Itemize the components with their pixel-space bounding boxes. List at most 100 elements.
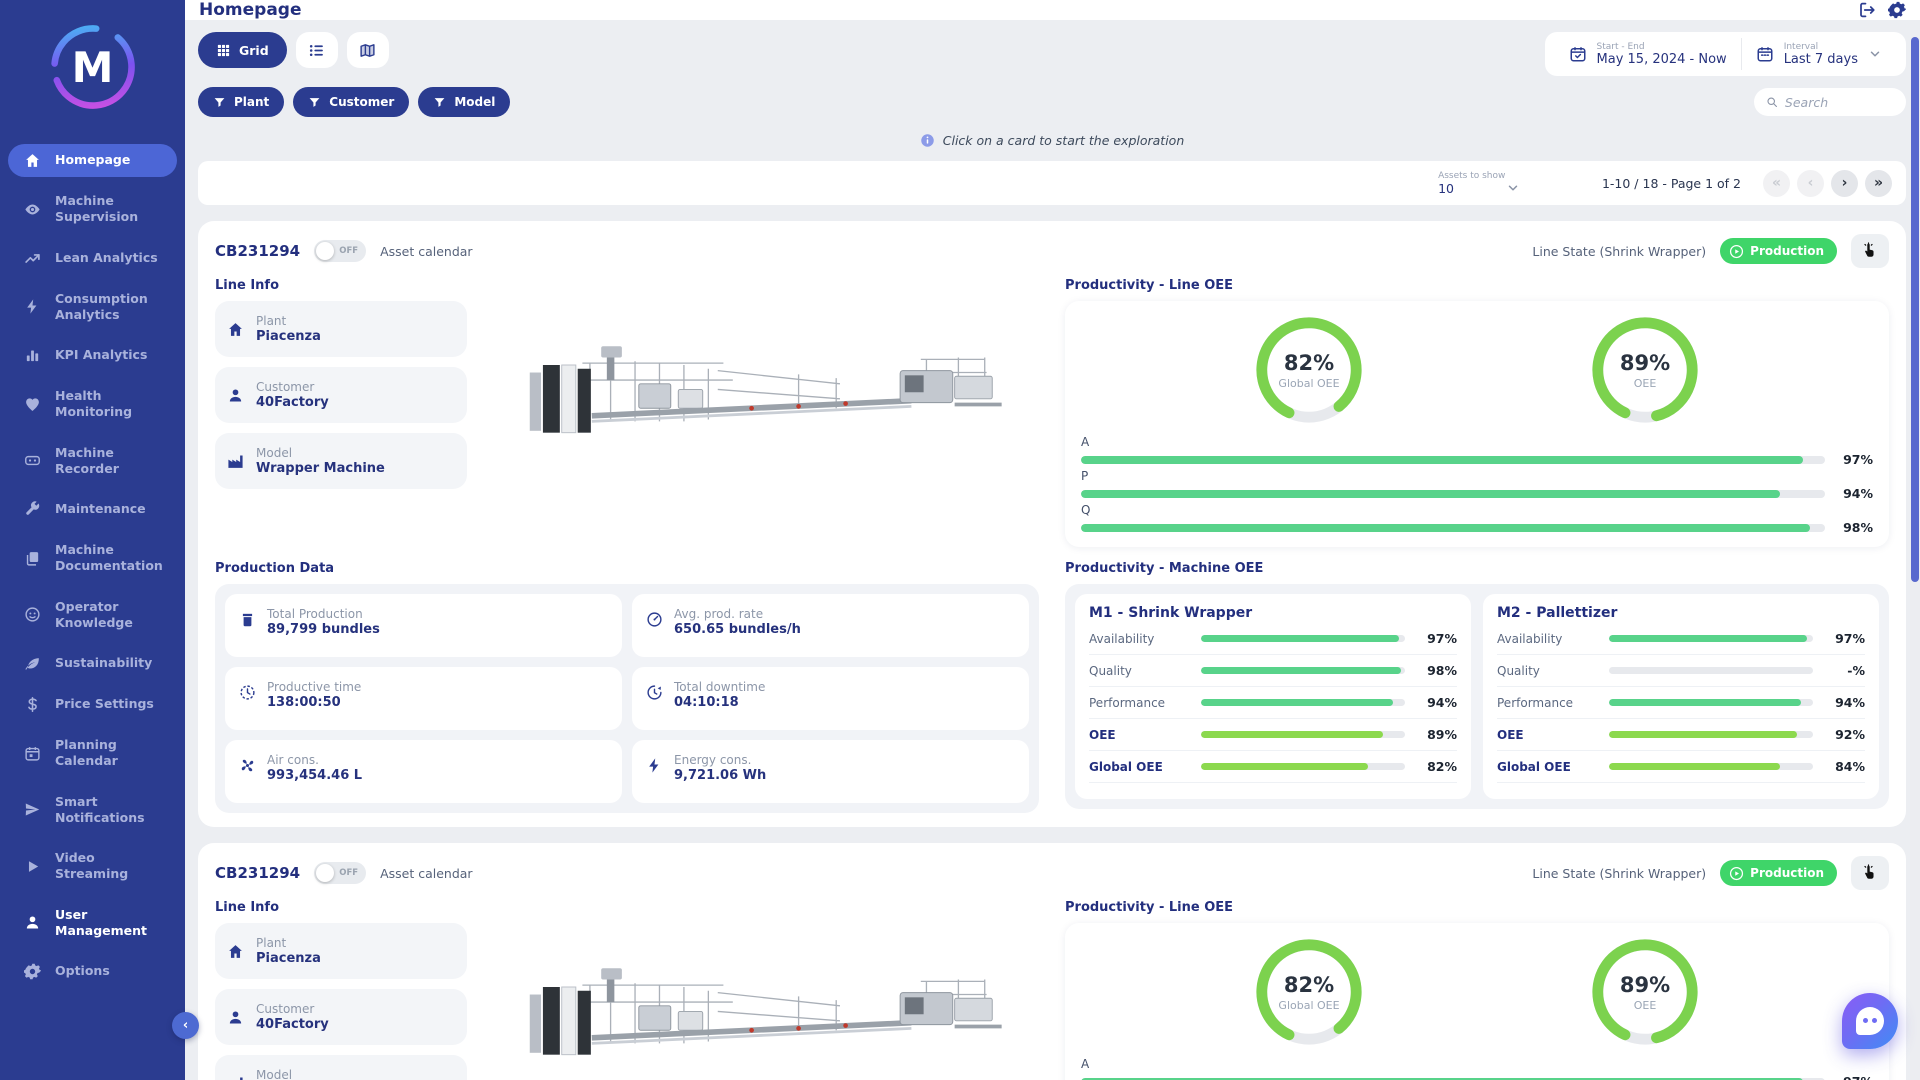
sidebar-collapse-button[interactable]: ‹ bbox=[172, 1012, 199, 1039]
play-icon bbox=[24, 858, 41, 875]
start-end-select[interactable]: Start - End May 15, 2024 - Now bbox=[1555, 32, 1741, 76]
filter-model-button[interactable]: Model bbox=[418, 87, 511, 117]
asset-calendar-toggle[interactable]: OFF bbox=[314, 240, 367, 262]
sidebar-item-operator-knowledge[interactable]: Operator Knowledge bbox=[8, 591, 177, 640]
machine-metric-value: -% bbox=[1847, 663, 1865, 678]
sidebar-item-maintenance[interactable]: Maintenance bbox=[8, 493, 177, 526]
bar-percent: 97% bbox=[1843, 452, 1873, 467]
bar-track bbox=[1081, 455, 1825, 464]
stat-value: 993,454.46 L bbox=[267, 768, 363, 783]
factory-icon bbox=[227, 1075, 244, 1080]
filter-bar: Plant Customer Model bbox=[198, 87, 511, 117]
sidebar-item-user-management[interactable]: User Management bbox=[8, 899, 177, 948]
filter-funnel-icon bbox=[433, 96, 446, 109]
asset-card[interactable]: CB231294 OFF Asset calendar Line State (… bbox=[198, 843, 1906, 1080]
scrollbar-track[interactable] bbox=[1910, 37, 1920, 1080]
sidebar-item-machine-supervision[interactable]: Machine Supervision bbox=[8, 185, 177, 234]
nav-item-label: Homepage bbox=[55, 152, 131, 168]
machine-metric-label: OEE bbox=[1497, 727, 1524, 742]
pagination-buttons: «‹ ›» bbox=[1763, 169, 1892, 197]
next-page-button[interactable]: › bbox=[1831, 169, 1858, 197]
production-data-title: Production Data bbox=[215, 561, 335, 576]
sidebar-item-sustainability[interactable]: Sustainability bbox=[8, 647, 177, 680]
filter-customer-button[interactable]: Customer bbox=[293, 87, 410, 117]
page-size-select[interactable]: 10 bbox=[1438, 181, 1520, 196]
asset-calendar-toggle[interactable]: OFF bbox=[314, 862, 367, 884]
line-info-value: Piacenza bbox=[256, 329, 321, 344]
machine-metric-label: Global OEE bbox=[1497, 759, 1571, 774]
asset-calendar-label: Asset calendar bbox=[380, 865, 473, 881]
first-page-button[interactable]: « bbox=[1763, 169, 1790, 197]
sidebar-item-machine-recorder[interactable]: Machine Recorder bbox=[8, 437, 177, 486]
logo-letter: M bbox=[71, 42, 114, 92]
sidebar-item-planning-calendar[interactable]: Planning Calendar bbox=[8, 729, 177, 778]
settings-gear-icon[interactable] bbox=[1888, 1, 1906, 19]
status-badge: Production bbox=[1720, 860, 1837, 886]
view-list-button[interactable] bbox=[295, 32, 338, 68]
interval-select[interactable]: Interval Last 7 days bbox=[1742, 32, 1896, 76]
stat-label: Productive time bbox=[267, 680, 362, 694]
explore-card-button[interactable] bbox=[1851, 856, 1889, 890]
bars-icon bbox=[24, 347, 41, 364]
sidebar-item-health-monitoring[interactable]: Health Monitoring bbox=[8, 380, 177, 429]
gaugeicon-icon bbox=[646, 611, 663, 628]
sidebar-item-smart-notifications[interactable]: Smart Notifications bbox=[8, 786, 177, 835]
nav-item-label: Machine Recorder bbox=[55, 444, 119, 476]
calendar-icon bbox=[24, 745, 41, 762]
trend-icon bbox=[24, 250, 41, 267]
gauge-value: 89% bbox=[1619, 350, 1671, 375]
gauge-label: Global OEE bbox=[1278, 998, 1340, 1012]
line-info-row: Customer 40Factory bbox=[215, 989, 467, 1045]
view-grid-button[interactable]: Grid bbox=[198, 32, 287, 68]
machine-oee-row: Availability 97% bbox=[1089, 623, 1457, 655]
sidebar-item-options[interactable]: Options bbox=[8, 955, 177, 988]
machine-metric-value: 94% bbox=[1427, 695, 1457, 710]
chevron-down-icon bbox=[1868, 47, 1882, 61]
bar-fill bbox=[1081, 489, 1781, 498]
asset-card[interactable]: CB231294 OFF Asset calendar Line State (… bbox=[198, 221, 1906, 827]
bar-track bbox=[1201, 763, 1405, 770]
filter-label: Model bbox=[454, 95, 496, 109]
sidebar-item-machine-documentation[interactable]: Machine Documentation bbox=[8, 534, 177, 583]
line-info-row: Plant Piacenza bbox=[215, 923, 467, 979]
sidebar-item-lean-analytics[interactable]: Lean Analytics bbox=[8, 242, 177, 275]
last-page-button[interactable]: » bbox=[1865, 169, 1892, 197]
logout-icon[interactable] bbox=[1858, 1, 1876, 19]
status-badge: Production bbox=[1720, 238, 1837, 264]
explore-card-button[interactable] bbox=[1851, 234, 1889, 268]
apq-bar: P 94% bbox=[1081, 469, 1873, 501]
filter-plant-button[interactable]: Plant bbox=[198, 87, 285, 117]
nav-item-label: Lean Analytics bbox=[55, 249, 158, 265]
machine-metric-label: Global OEE bbox=[1089, 759, 1163, 774]
asset-card-list: CB231294 OFF Asset calendar Line State (… bbox=[198, 221, 1906, 1080]
stat-value: 04:10:18 bbox=[674, 695, 739, 710]
sidebar-item-kpi-analytics[interactable]: KPI Analytics bbox=[8, 339, 177, 372]
calendar-check-icon bbox=[1569, 45, 1587, 63]
line-info-row: Model Wrapper Machine bbox=[215, 1055, 467, 1080]
factory-icon bbox=[227, 453, 244, 470]
line-info-value: 40Factory bbox=[256, 1017, 329, 1032]
machine-line-image bbox=[483, 278, 1039, 499]
chat-icon bbox=[1856, 1007, 1884, 1035]
bar-fill bbox=[1609, 731, 1797, 738]
view-map-button[interactable] bbox=[346, 32, 389, 68]
sidebar-item-homepage[interactable]: Homepage bbox=[8, 144, 177, 177]
chat-widget-button[interactable] bbox=[1842, 993, 1898, 1049]
bar-track bbox=[1609, 699, 1813, 706]
scrollbar-thumb[interactable] bbox=[1911, 37, 1919, 582]
main-area: Homepage Grid Start - End May 1 bbox=[185, 0, 1920, 1080]
send-icon bbox=[24, 801, 41, 818]
prev-page-button[interactable]: ‹ bbox=[1797, 169, 1824, 197]
page-title: Homepage bbox=[199, 0, 302, 20]
sidebar-item-price-settings[interactable]: Price Settings bbox=[8, 688, 177, 721]
machine-metric-value: 82% bbox=[1427, 759, 1457, 774]
bar-track bbox=[1609, 763, 1813, 770]
apq-bar: Q 98% bbox=[1081, 503, 1873, 535]
eye-icon bbox=[24, 201, 41, 218]
search-input[interactable] bbox=[1784, 94, 1894, 110]
sidebar-item-video-streaming[interactable]: Video Streaming bbox=[8, 842, 177, 891]
info-banner: Click on a card to start the exploration bbox=[198, 133, 1906, 148]
sidebar-item-consumption-analytics[interactable]: Consumption Analytics bbox=[8, 283, 177, 332]
assets-to-show-label: Assets to show bbox=[1438, 170, 1506, 181]
bar-track bbox=[1201, 667, 1405, 674]
